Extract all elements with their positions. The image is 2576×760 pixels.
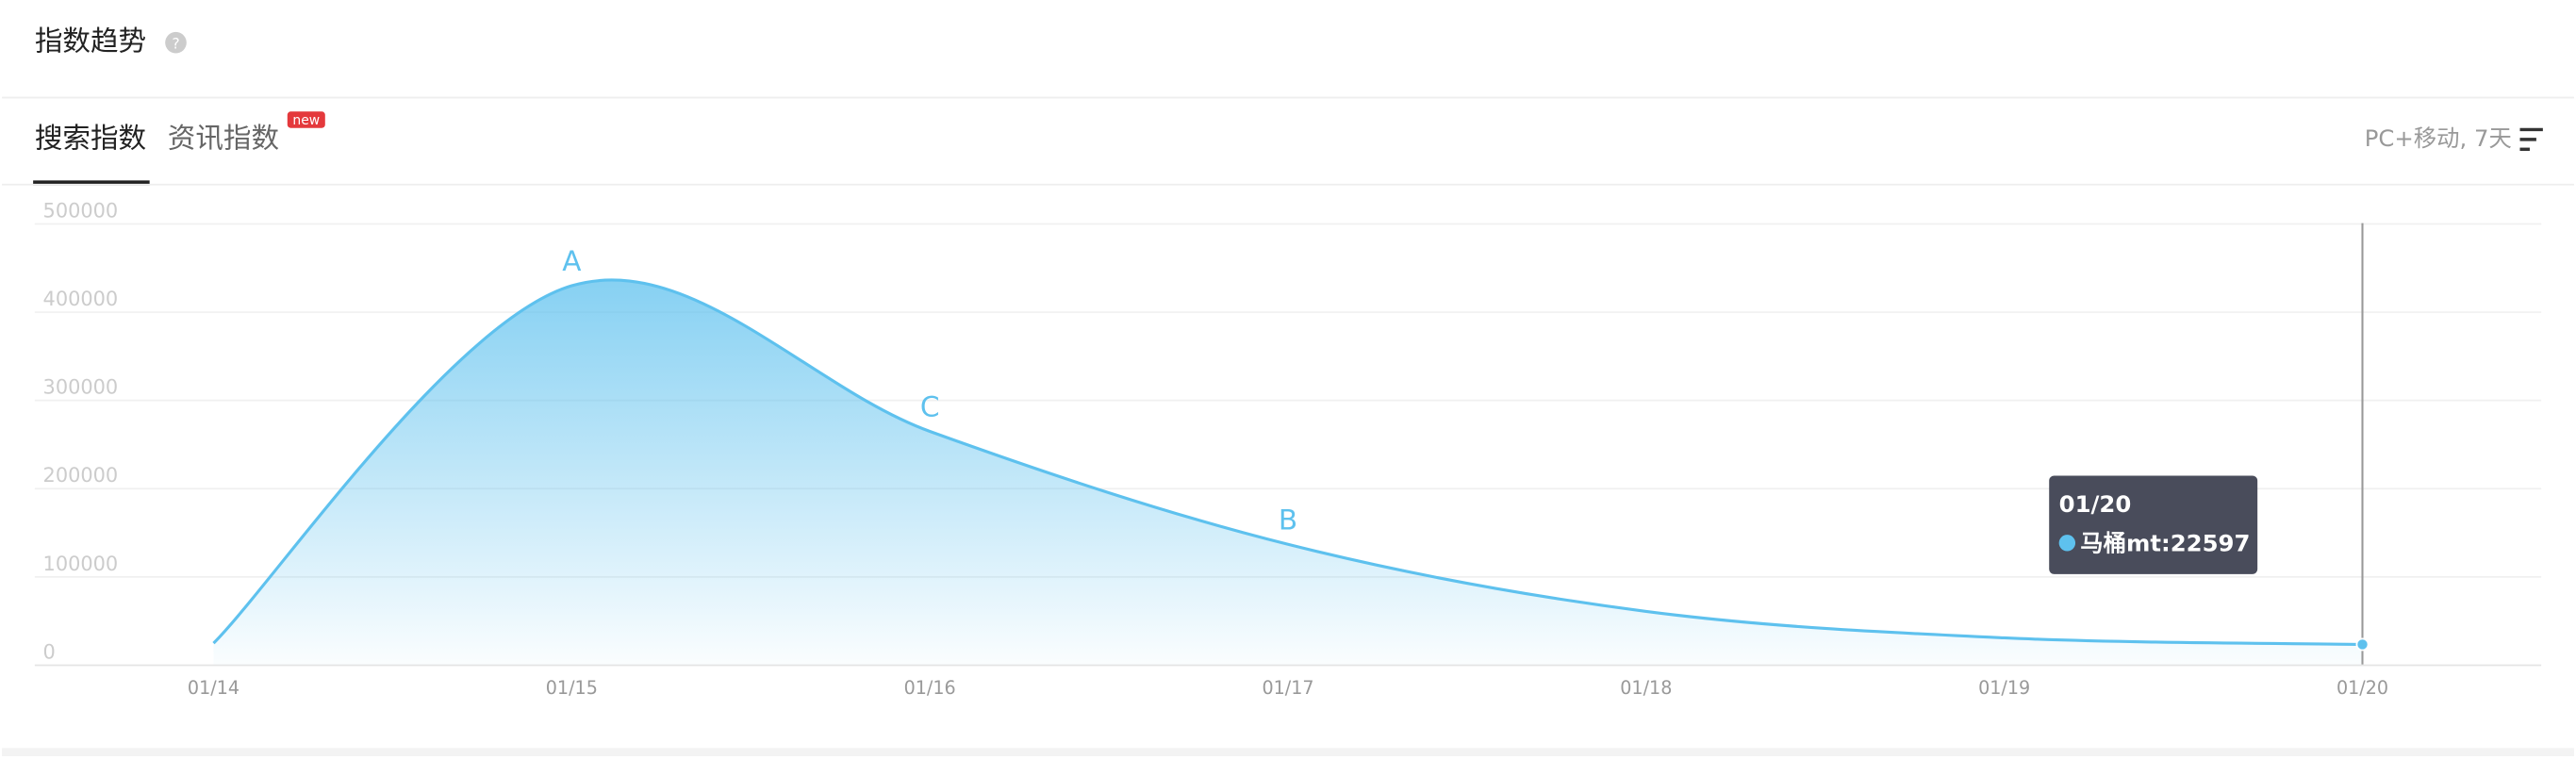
separator: : <box>2161 530 2171 557</box>
x-tick-label: 01/20 <box>2337 677 2388 699</box>
x-tick-label: 01/18 <box>1620 677 1672 699</box>
badge-text: new <box>292 113 320 128</box>
y-tick-label: 0 <box>43 640 56 663</box>
tooltip-value: 马桶mt:22597 <box>2080 530 2250 557</box>
annotation: B <box>1279 504 1297 536</box>
tooltip-box <box>2049 475 2258 574</box>
y-tick-label: 400000 <box>43 288 119 310</box>
y-tick-label: 200000 <box>43 464 119 487</box>
series-value: 22597 <box>2171 530 2251 557</box>
x-tick-label: 01/16 <box>904 677 956 699</box>
filter-icon[interactable] <box>2519 127 2543 152</box>
panel-title: 指数趋势 <box>35 25 146 58</box>
line <box>212 278 2363 646</box>
bottom-border <box>2 748 2574 756</box>
annotation: C <box>920 391 940 423</box>
y-tick-label: 300000 <box>43 376 119 399</box>
area <box>213 279 2363 665</box>
x-tick-label: 01/17 <box>1262 677 1313 699</box>
x-tick-label: 01/14 <box>188 677 239 699</box>
annotation: A <box>562 245 581 277</box>
tooltip-title: 01/20 <box>2059 490 2132 518</box>
filter-label[interactable]: PC+移动, 7天 <box>2365 124 2512 152</box>
x-tick-label: 01/19 <box>1978 677 2030 699</box>
tab[interactable]: 资讯指数 <box>168 122 279 154</box>
tab-active[interactable]: 搜索指数 <box>35 122 146 154</box>
x-tick-label: 01/15 <box>546 677 598 699</box>
badge <box>287 111 325 128</box>
y-tick-label: 100000 <box>43 553 119 575</box>
help-icon[interactable] <box>165 31 187 54</box>
y-tick-label: 500000 <box>43 199 119 222</box>
series-name: 马桶mt <box>2080 530 2161 557</box>
help-mark: ? <box>172 34 179 52</box>
tooltip: 01/20 马桶mt:22597 <box>2049 475 2258 574</box>
tab-underline <box>33 180 150 186</box>
tooltip-dot <box>2058 535 2076 552</box>
hover-point <box>2355 637 2370 652</box>
